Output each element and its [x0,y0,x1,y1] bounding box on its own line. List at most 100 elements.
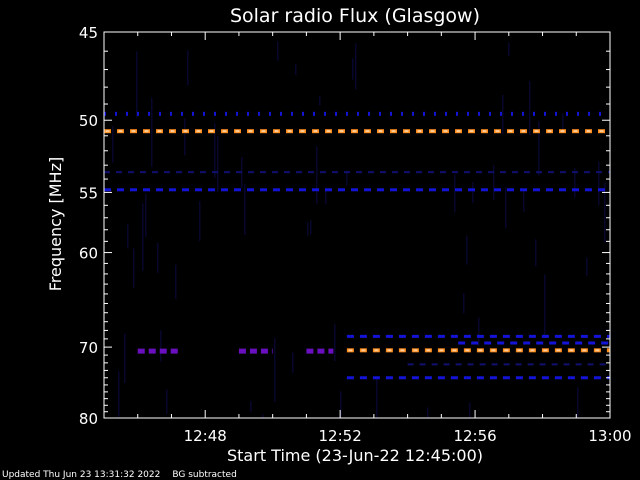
band-segment [368,111,370,116]
noise-streak [217,136,219,193]
noise-streak [508,42,510,57]
band-segment [500,111,502,116]
band-core [534,130,539,133]
band-segment [489,111,491,116]
band-segment [359,376,367,380]
band-core [439,349,444,352]
noise-streak [586,257,588,276]
band-core [569,349,574,352]
x-tick-label: 12:52 [319,427,362,445]
band-segment [554,334,562,338]
band-segment [286,188,293,192]
band-segment [325,188,332,192]
band-segment [575,341,583,345]
noise-streak [529,81,531,135]
band-core [326,130,331,133]
band-core [118,130,123,133]
noise-streak [274,338,276,402]
band-segment [308,171,314,174]
noise-streak [151,97,153,167]
noise-streak [469,402,471,418]
band-core [491,349,496,352]
x-tick-label: 13:00 [588,427,631,445]
noise-streak [175,264,177,299]
band-segment [549,341,557,345]
band-segment [247,111,249,116]
band-segment [416,171,422,174]
noise-streak [250,401,252,412]
noise-streak [505,187,507,228]
band-core [504,349,509,352]
noise-streak [307,222,309,236]
band-segment [606,334,610,338]
band-segment [188,171,194,174]
band-core [248,130,253,133]
band-segment [137,111,139,116]
band-segment [140,171,146,174]
band-core [209,130,214,133]
band-segment [221,188,228,192]
band-segment [502,334,510,338]
band-core [105,130,110,133]
band-segment [450,334,458,338]
band-segment [401,111,403,116]
band-segment [437,376,445,380]
noise-streak [277,41,279,61]
band-core [469,130,474,133]
noise-streak [316,146,318,204]
band-segment [392,171,398,174]
band-segment [431,363,438,366]
band-segment [502,376,510,380]
band-segment [599,363,606,366]
band-segment [104,188,111,192]
band-segment [225,111,227,116]
band-core [339,130,344,133]
band-core [196,130,201,133]
band-core [517,349,522,352]
band-segment [104,111,106,116]
band-segment [546,188,553,192]
noise-streak [295,63,297,75]
band-segment [533,188,540,192]
band-segment [156,188,163,192]
band-segment [203,111,205,116]
band-segment [284,171,290,174]
band-segment [533,111,535,116]
band-segment [320,171,326,174]
band-segment [258,111,260,116]
band-segment [148,111,150,116]
band-core [430,130,435,133]
band-segment [442,188,449,192]
band-segment [236,111,238,116]
updated-text: Updated Thu Jun 23 13:31:32 2022 [2,470,161,480]
band-segment [403,188,410,192]
footer: Updated Thu Jun 23 13:31:32 2022 BG subtr… [2,470,249,480]
band-segment [390,111,392,116]
band-segment [328,348,334,354]
band-segment [515,363,522,366]
band-segment [463,334,471,338]
band-segment [563,363,570,366]
noise-streak [124,333,126,384]
band-segment [424,376,432,380]
band-core [222,130,227,133]
band-segment [467,111,469,116]
noise-streak [538,121,540,176]
x-tick-label: 12:56 [453,427,496,445]
band-segment [539,363,546,366]
y-tick-label: 80 [79,410,98,428]
band-segment [585,188,592,192]
band-segment [463,376,471,380]
band-segment [272,171,278,174]
band-segment [152,171,158,174]
band-core [287,130,292,133]
band-core [452,349,457,352]
band-segment [115,111,117,116]
band-core [573,130,578,133]
band-core [261,130,266,133]
noise-streak [310,220,312,235]
band-segment [608,171,610,174]
noise-streak [466,235,468,265]
band-segment [536,171,542,174]
band-segment [507,188,514,192]
